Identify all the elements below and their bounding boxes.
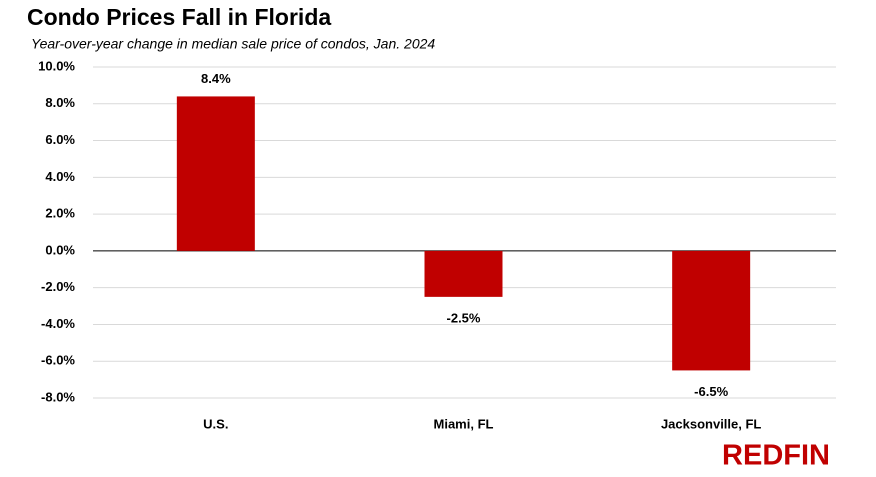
y-tick-label: -8.0% — [41, 389, 75, 404]
bar — [672, 250, 751, 371]
y-tick-label: 6.0% — [45, 132, 75, 147]
x-tick-label: Jacksonville, FL — [661, 416, 761, 431]
bar — [424, 250, 503, 297]
y-tick-label: -4.0% — [41, 316, 75, 331]
y-tick-label: 10.0% — [38, 58, 75, 73]
bar — [176, 96, 255, 251]
y-tick-label: -2.0% — [41, 279, 75, 294]
y-tick-label: 8.0% — [45, 95, 75, 110]
y-tick-label: 2.0% — [45, 206, 75, 221]
x-tick-label: Miami, FL — [434, 416, 494, 431]
logo: REDFIN — [722, 440, 830, 472]
value-label: -2.5% — [447, 310, 481, 325]
y-tick-label: 4.0% — [45, 169, 75, 184]
value-label: -6.5% — [694, 384, 728, 399]
x-tick-label: U.S. — [203, 416, 228, 431]
y-tick-label: 0.0% — [45, 242, 75, 257]
y-tick-label: -6.0% — [41, 353, 75, 368]
value-label: 8.4% — [201, 71, 231, 86]
chart-subtitle: Year-over-year change in median sale pri… — [31, 36, 435, 52]
chart-title: Condo Prices Fall in Florida — [27, 4, 331, 30]
